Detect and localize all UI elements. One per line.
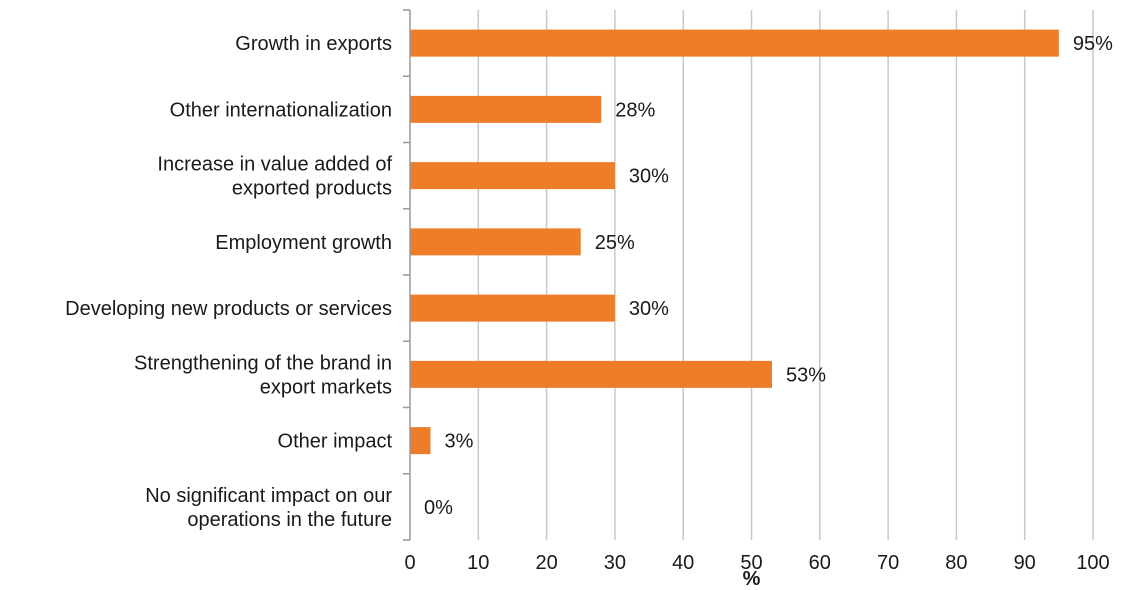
bar — [410, 95, 602, 123]
bars — [410, 29, 1059, 455]
data-label: 3% — [444, 431, 473, 453]
category-label-line: No significant impact on our — [145, 485, 392, 507]
category-label-line: operations in the future — [187, 509, 392, 531]
category-label-line: Growth in exports — [235, 33, 392, 55]
data-label: 0% — [424, 497, 453, 519]
category-label-line: Strengthening of the brand in — [134, 352, 392, 374]
category-label: Other internationalization — [170, 99, 392, 121]
x-axis-title: % — [743, 568, 761, 590]
category-label: Developing new products or services — [65, 298, 392, 320]
bar — [410, 228, 581, 256]
category-label: No significant impact on our operations i… — [145, 485, 392, 531]
bar — [410, 29, 1059, 57]
x-tick-label: 50 — [740, 552, 762, 574]
category-label-line: Employment growth — [215, 232, 392, 254]
data-label: 30% — [629, 166, 669, 188]
x-tick-label: 80 — [945, 552, 967, 574]
x-tick-label: 90 — [1014, 552, 1036, 574]
category-label: Increase in value added of exported produ… — [157, 154, 392, 200]
category-label-line: Increase in value added of — [157, 154, 392, 176]
y-axis — [403, 9, 411, 541]
category-label-line: Developing new products or services — [65, 298, 392, 320]
bar — [410, 162, 615, 190]
x-tick-label: 70 — [877, 552, 899, 574]
x-tick-label: 0 — [404, 552, 415, 574]
category-label-line: Other impact — [278, 431, 393, 453]
data-label: 30% — [629, 298, 669, 320]
category-label-line: exported products — [232, 178, 392, 200]
category-label-line: Other internationalization — [170, 99, 392, 121]
category-label: Other impact — [278, 431, 393, 453]
data-label: 95% — [1073, 33, 1113, 55]
x-tick-label: 20 — [535, 552, 557, 574]
category-label: Growth in exports — [235, 33, 392, 55]
category-label-line: export markets — [260, 376, 392, 398]
category-labels: Growth in exports Other internationalizat… — [65, 33, 392, 531]
value-labels: 95% 28% 30% 25% 30% 53% 3% 0% — [424, 33, 1113, 519]
x-tick-label: 60 — [809, 552, 831, 574]
x-tick-label: 10 — [467, 552, 489, 574]
category-label: Employment growth — [215, 232, 392, 254]
bar — [410, 427, 431, 455]
x-tick-label: 40 — [672, 552, 694, 574]
bar — [410, 360, 772, 388]
category-label: Strengthening of the brand in export mark… — [134, 352, 392, 398]
x-tick-labels: 0 10 20 30 40 50 60 70 80 90 100 — [404, 552, 1109, 574]
data-label: 53% — [786, 364, 826, 386]
bar — [410, 294, 615, 322]
data-label: 25% — [595, 232, 635, 254]
grid-lines — [477, 10, 1094, 540]
x-tick-label: 100 — [1076, 552, 1109, 574]
data-label: 28% — [615, 99, 655, 121]
x-tick-label: 30 — [604, 552, 626, 574]
